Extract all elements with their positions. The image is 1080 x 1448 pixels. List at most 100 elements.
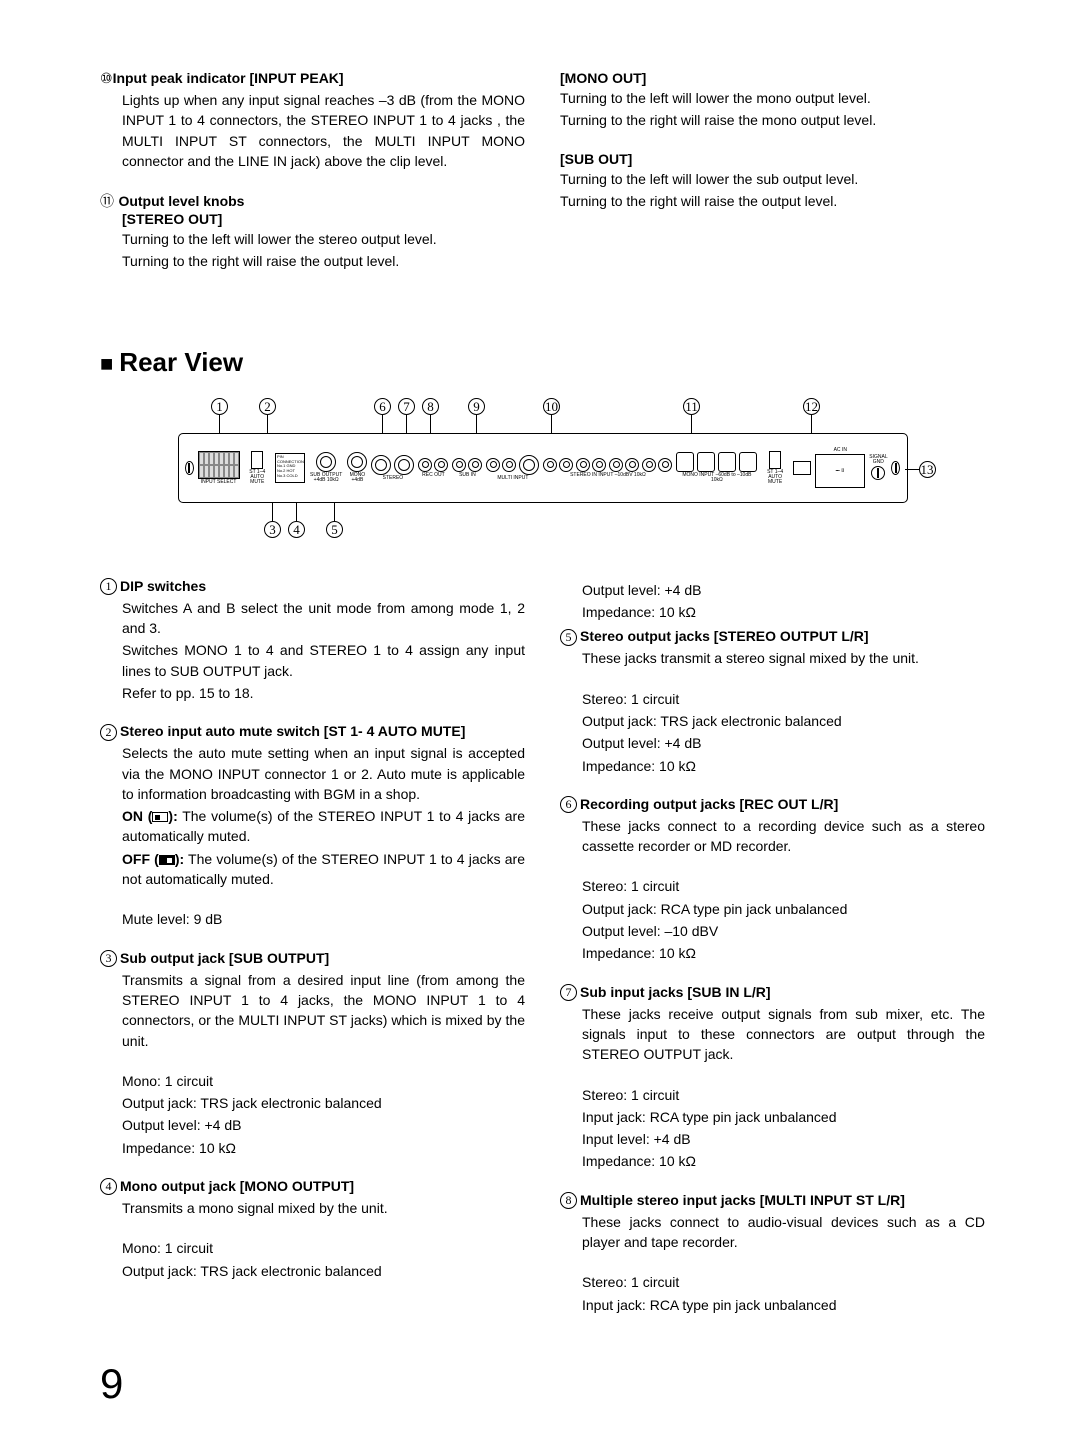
item-input-peak: ⑩Input peak indicator [INPUT PEAK] Light… — [100, 70, 525, 171]
circled-3: 3 — [100, 950, 117, 967]
mono-output-s2: Output jack: TRS jack electronic balance… — [100, 1261, 525, 1281]
circled-2: 2 — [100, 724, 117, 741]
title-sub-in: Sub input jacks [SUB IN L/R] — [580, 984, 771, 1000]
auto-mute-on: ON (): The volume(s) of the STEREO INPUT… — [100, 806, 525, 847]
dip-p1: Switches A and B select the unit mode fr… — [100, 598, 525, 639]
sub-in-s3: Input level: +4 dB — [560, 1129, 985, 1149]
callout-7: 7 — [397, 398, 417, 433]
title-dip: DIP switches — [120, 578, 206, 594]
lower-left-col: 1DIP switches Switches A and B select th… — [100, 578, 525, 1335]
stereo-output-s1: Stereo: 1 circuit — [560, 689, 985, 709]
sub-in-icon: SUB IN — [452, 458, 482, 478]
mono-input-icon: MONO INPUT –60dB to –10dB 10kΩ — [676, 452, 757, 483]
auto-mute-p1: Selects the auto mute setting when an in… — [100, 743, 525, 804]
item-rec-output: 6Recording output jacks [REC OUT L/R] Th… — [560, 796, 985, 964]
rear-panel-diagram: 1 2 6 7 8 9 10 11 12 INPUT SELECT ST 1–4… — [178, 393, 908, 543]
label-multi-input: MULTI INPUT — [497, 476, 528, 481]
item-multi-input: 8Multiple stereo input jacks [MULTI INPU… — [560, 1192, 985, 1315]
title-sub-out: [SUB OUT] — [560, 151, 985, 167]
body-mono-out-1: Turning to the left will lower the mono … — [560, 88, 985, 108]
item-mono-out: [MONO OUT] Turning to the left will lowe… — [560, 70, 985, 131]
stereo-input-icon: STEREO IN INPUT –10dBV 10kΩ — [543, 458, 672, 478]
callout-1: 1 — [210, 398, 230, 433]
callout-6: 6 — [373, 398, 393, 433]
sub-output-s2: Output jack: TRS jack electronic balance… — [100, 1093, 525, 1113]
title-rec-output: Recording output jacks [REC OUT L/R] — [580, 796, 838, 812]
switch-on-icon — [152, 812, 168, 822]
circled-1: 1 — [100, 578, 117, 595]
page-number: 9 — [100, 1360, 985, 1408]
auto-mute-2-icon: ST 1–4 AUTO MUTE — [761, 451, 788, 485]
title-output-knobs: Output level knobs — [118, 193, 244, 209]
callout-3: 3 — [263, 503, 283, 538]
top-right-col: [MONO OUT] Turning to the left will lowe… — [560, 70, 985, 292]
body-sub-out-1: Turning to the left will lower the sub o… — [560, 169, 985, 189]
item-dip-switches: 1DIP switches Switches A and B select th… — [100, 578, 525, 703]
stereo-output-s3: Output level: +4 dB — [560, 733, 985, 753]
sub-in-s2: Input jack: RCA type pin jack unbalanced — [560, 1107, 985, 1127]
label-auto-mute-2: ST 1–4 AUTO MUTE — [761, 470, 788, 485]
body-input-peak: Lights up when any input signal reaches … — [100, 90, 525, 171]
label-mono-out: MONO +4dB — [347, 473, 367, 483]
signal-gnd-icon: SIGNAL GND — [869, 455, 887, 480]
multi-input-icon: MULTI INPUT — [486, 455, 539, 481]
top-section: ⑩Input peak indicator [INPUT PEAK] Light… — [100, 70, 985, 292]
rec-output-p1: These jacks connect to a recording devic… — [560, 816, 985, 857]
rec-output-s4: Impedance: 10 kΩ — [560, 943, 985, 963]
item-sub-in: 7Sub input jacks [SUB IN L/R] These jack… — [560, 984, 985, 1172]
circled-7: 7 — [560, 984, 577, 1001]
rear-view-title: Rear View — [119, 347, 243, 377]
multi-input-s1: Stereo: 1 circuit — [560, 1272, 985, 1292]
callout-row-top: 1 2 6 7 8 9 10 11 12 — [178, 393, 908, 433]
title-sub-output: Sub output jack [SUB OUTPUT] — [120, 950, 329, 966]
circled-10: ⑩ — [100, 72, 113, 87]
stereo-output-s2: Output jack: TRS jack electronic balance… — [560, 711, 985, 731]
sub-output-s3: Output level: +4 dB — [100, 1115, 525, 1135]
callout-13: 13 — [905, 461, 936, 478]
callout-10: 10 — [542, 398, 562, 433]
sub-in-s4: Impedance: 10 kΩ — [560, 1151, 985, 1171]
title-mono-output: Mono output jack [MONO OUTPUT] — [120, 1178, 354, 1194]
label-sub-out: SUB OUTPUT +4dB 10kΩ — [309, 473, 343, 483]
circled-6: 6 — [560, 796, 577, 813]
body-sub-out-2: Turning to the right will raise the outp… — [560, 191, 985, 211]
callout-2: 2 — [258, 398, 278, 433]
rating-label — [793, 461, 811, 475]
item-auto-mute: 2Stereo input auto mute switch [ST 1- 4 … — [100, 723, 525, 929]
stereo-output-s4: Impedance: 10 kΩ — [560, 756, 985, 776]
auto-mute-switch-icon: ST 1–4 AUTO MUTE — [244, 451, 271, 485]
item-stereo-output: 5Stereo output jacks [STEREO OUTPUT L/R]… — [560, 628, 985, 775]
title-multi-input: Multiple stereo input jacks [MULTI INPUT… — [580, 1192, 905, 1208]
label-auto-mute: ST 1–4 AUTO MUTE — [244, 470, 271, 485]
stereo-output-p1: These jacks transmit a stereo signal mix… — [560, 648, 985, 668]
item-mono-output: 4Mono output jack [MONO OUTPUT] Transmit… — [100, 1178, 525, 1281]
callout-11: 11 — [682, 398, 702, 433]
callout-12: 12 — [802, 398, 822, 433]
auto-mute-off: OFF (): The volume(s) of the STEREO INPU… — [100, 849, 525, 890]
label-mono-in: MONO INPUT –60dB to –10dB 10kΩ — [676, 473, 757, 483]
sub-output-s4: Impedance: 10 kΩ — [100, 1138, 525, 1158]
circled-4: 4 — [100, 1178, 117, 1195]
item-sub-out: [SUB OUT] Turning to the left will lower… — [560, 151, 985, 212]
dip-p3: Refer to pp. 15 to 18. — [100, 683, 525, 703]
square-bullet-icon: ■ — [100, 351, 113, 377]
circled-5: 5 — [560, 629, 577, 646]
sub-output-jack-icon: SUB OUTPUT +4dB 10kΩ — [309, 452, 343, 483]
body-stereo-out-1: Turning to the left will lower the stere… — [100, 229, 525, 249]
label-stereo-in: STEREO IN INPUT –10dBV 10kΩ — [570, 473, 646, 478]
title-mono-out: [MONO OUT] — [560, 70, 985, 86]
label-stereo-out: STEREO — [383, 476, 404, 481]
rear-panel: INPUT SELECT ST 1–4 AUTO MUTE PIN CONNEC… — [178, 433, 908, 503]
mono-output-jack-icon: MONO +4dB — [347, 452, 367, 483]
ac-in-icon: AC IN ⎓ ▯ — [815, 448, 865, 488]
section-rear-view: ■Rear View — [100, 347, 985, 378]
title-input-peak: Input peak indicator [INPUT PEAK] — [113, 70, 344, 86]
item-sub-output: 3Sub output jack [SUB OUTPUT] Transmits … — [100, 950, 525, 1158]
screw-icon — [185, 461, 194, 475]
lower-right-col: Output level: +4 dB Impedance: 10 kΩ 5St… — [560, 578, 985, 1335]
pin-connection-box: PIN CONNECTION No.1 GND No.2 HOT No.3 CO… — [275, 453, 305, 483]
switch-off-icon — [159, 855, 175, 865]
sub-output-p1: Transmits a signal from a desired input … — [100, 970, 525, 1051]
sub-in-s1: Stereo: 1 circuit — [560, 1085, 985, 1105]
callout-4: 4 — [287, 503, 307, 538]
